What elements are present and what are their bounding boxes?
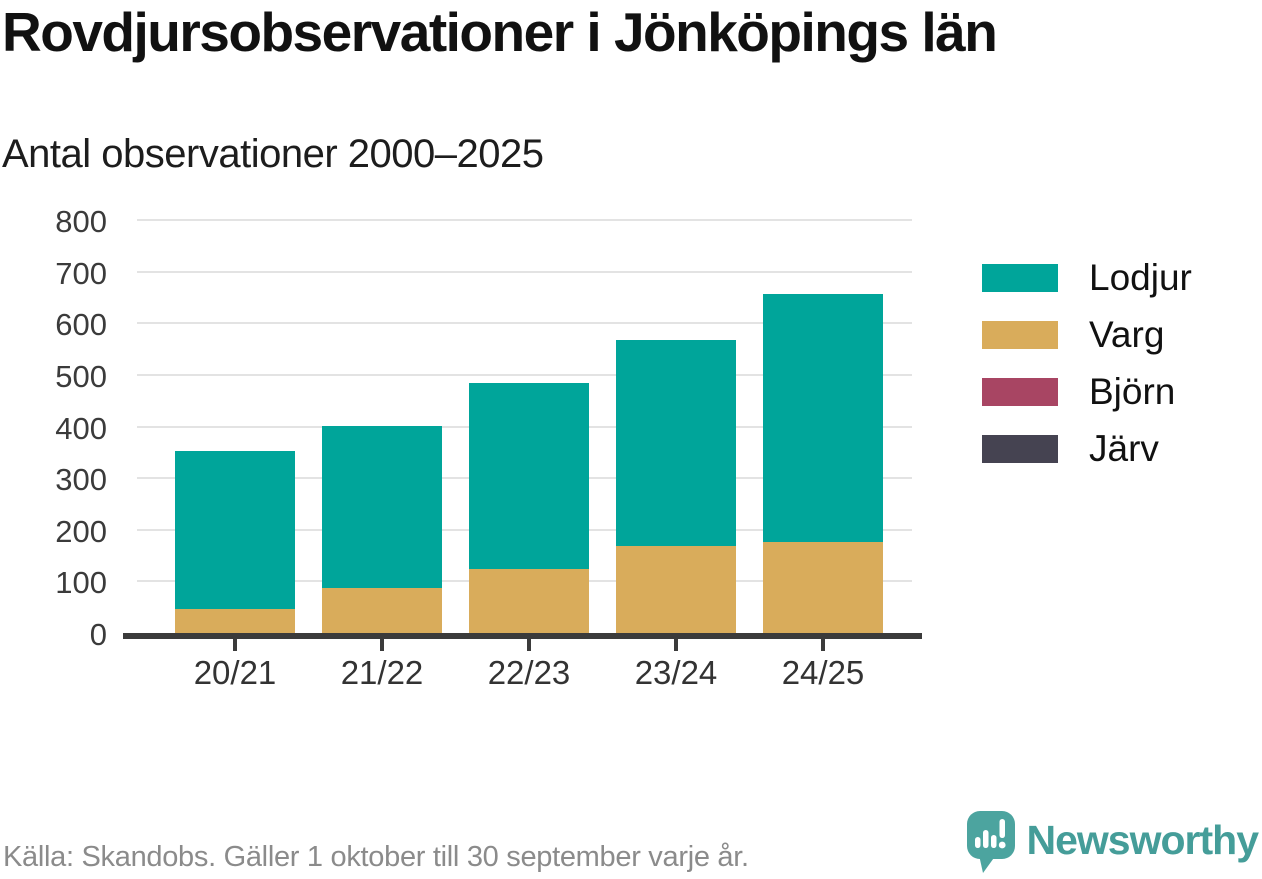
bar-segment-varg-23/24[interactable] <box>616 545 736 633</box>
y-tick-label-600: 600 <box>55 307 107 343</box>
legend-item-järv: Järv <box>982 428 1192 469</box>
legend: Lodjur Varg Björn Järv <box>982 257 1192 492</box>
bar-segment-lodjur-20/21[interactable] <box>175 450 295 609</box>
y-tick-label-100: 100 <box>55 565 107 601</box>
bar-segment-varg-21/22[interactable] <box>322 588 442 633</box>
x-tick-24/25 <box>821 639 825 651</box>
gridline-600 <box>137 322 912 325</box>
gridline-500 <box>137 373 912 376</box>
x-tick-20/21 <box>233 639 237 651</box>
bar-segment-varg-24/25[interactable] <box>763 542 883 633</box>
bar-chart-speech-bubble-icon <box>966 811 1015 873</box>
bar-segment-lodjur-24/25[interactable] <box>763 293 883 543</box>
y-tick-label-500: 500 <box>55 358 107 394</box>
bar-segment-varg-22/23[interactable] <box>469 569 589 633</box>
y-tick-label-0: 0 <box>89 617 107 652</box>
bar-23/24[interactable] <box>616 339 736 633</box>
legend-item-varg: Varg <box>982 314 1192 355</box>
y-tick-label-300: 300 <box>55 462 107 498</box>
legend-label-björn: Björn <box>1089 371 1176 412</box>
plot-area: 20/21 21/22 22/23 23/24 24/25 <box>123 219 922 691</box>
x-tick-label-23/24: 23/24 <box>634 654 718 691</box>
gridline-800 <box>137 219 912 221</box>
x-tick-23/24 <box>674 639 678 651</box>
bar-segment-lodjur-22/23[interactable] <box>469 382 589 569</box>
gridline-700 <box>137 270 912 273</box>
y-tick-label-200: 200 <box>55 513 107 549</box>
bar-20/21[interactable] <box>175 450 295 633</box>
legend-label-varg: Varg <box>1089 314 1165 355</box>
bar-segment-lodjur-23/24[interactable] <box>616 339 736 546</box>
y-tick-label-800: 800 <box>55 204 107 239</box>
x-tick-label-21/22: 21/22 <box>340 654 424 691</box>
y-axis-labels: 0 100 200 300 400 500 600 700 800 <box>0 204 107 652</box>
bar-segment-varg-20/21[interactable] <box>175 608 295 633</box>
bar-24/25[interactable] <box>763 293 883 633</box>
bar-22/23[interactable] <box>469 382 589 633</box>
legend-swatch-björn <box>982 378 1058 406</box>
bar-21/22[interactable] <box>322 426 442 633</box>
legend-label-järv: Järv <box>1089 428 1159 469</box>
legend-swatch-varg <box>982 321 1058 349</box>
y-tick-label-700: 700 <box>55 255 107 291</box>
source-note: Källa: Skandobs. Gäller 1 oktober till 3… <box>3 841 749 873</box>
x-tick-22/23 <box>527 639 531 651</box>
x-tick-label-24/25: 24/25 <box>781 654 865 691</box>
legend-swatch-järv <box>982 435 1058 463</box>
x-tick-label-20/21: 20/21 <box>193 654 277 691</box>
legend-label-lodjur: Lodjur <box>1089 257 1192 298</box>
brand-name: Newsworthy <box>1026 817 1259 863</box>
y-tick-label-400: 400 <box>55 410 107 446</box>
legend-item-lodjur: Lodjur <box>982 257 1192 298</box>
legend-swatch-lodjur <box>982 264 1058 292</box>
brand-logo: Newsworthy <box>966 810 1259 876</box>
chart-subtitle: Antal observationer 2000–2025 <box>2 132 544 176</box>
x-tick-label-22/23: 22/23 <box>487 654 571 691</box>
bar-segment-lodjur-21/22[interactable] <box>322 426 442 589</box>
x-axis-line <box>123 633 922 639</box>
x-tick-21/22 <box>380 639 384 651</box>
chart-title: Rovdjursobservationer i Jönköpings län <box>2 1 998 63</box>
legend-item-björn: Björn <box>982 371 1192 412</box>
